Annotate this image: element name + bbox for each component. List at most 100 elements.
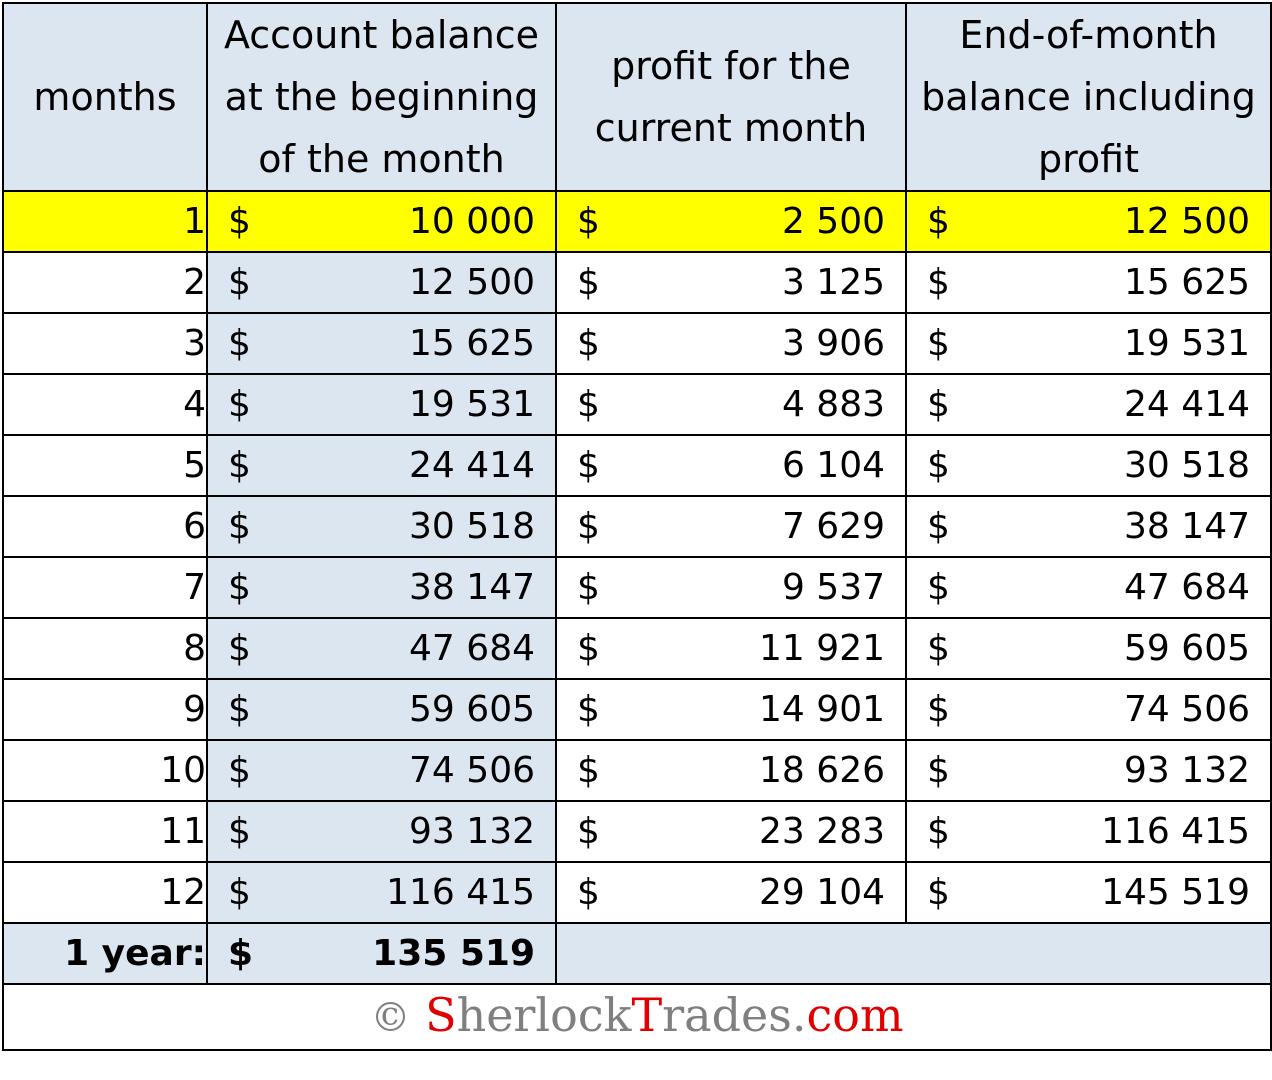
start-amount: 24 414	[409, 445, 535, 486]
table-row: 3 $15 625 $3 906 $19 531	[2, 312, 1272, 375]
start-balance-cell: $10 000	[206, 190, 557, 253]
currency-symbol: $	[577, 750, 600, 791]
start-amount: 10 000	[409, 201, 535, 242]
table-row: 1 $10 000 $2 500 $12 500	[2, 190, 1272, 253]
header-months: months	[2, 2, 208, 192]
end-balance-cell: $59 605	[905, 617, 1272, 680]
table-row: 2 $12 500 $3 125 $15 625	[2, 251, 1272, 314]
end-amount: 12 500	[1124, 201, 1250, 242]
site-credit: © SherlockTrades.com	[370, 988, 903, 1042]
compound-growth-table: months Account balance at the beginning …	[2, 2, 1272, 1051]
table-row: 5 $24 414 $6 104 $30 518	[2, 434, 1272, 497]
end-balance-cell: $30 518	[905, 434, 1272, 497]
start-amount: 30 518	[409, 506, 535, 547]
start-amount: 116 415	[386, 872, 535, 913]
currency-symbol: $	[927, 811, 950, 852]
start-balance-cell: $19 531	[206, 373, 557, 436]
profit-amount: 23 283	[759, 811, 885, 852]
currency-symbol: $	[228, 811, 251, 852]
copyright-symbol: ©	[370, 995, 411, 1041]
month-cell: 6	[2, 495, 208, 558]
profit-cell: $11 921	[555, 617, 907, 680]
profit-amount: 9 537	[781, 567, 885, 608]
end-amount: 59 605	[1124, 628, 1250, 669]
end-balance-cell: $145 519	[905, 861, 1272, 924]
currency-symbol: $	[927, 567, 950, 608]
currency-symbol: $	[577, 811, 600, 852]
profit-amount: 7 629	[781, 506, 885, 547]
header-balance-end: End-of-month balance including profit	[905, 2, 1272, 192]
currency-symbol: $	[927, 201, 950, 242]
currency-symbol: $	[577, 445, 600, 486]
start-balance-cell: $30 518	[206, 495, 557, 558]
total-row: 1 year: $ 135 519	[2, 922, 1272, 985]
month-cell: 2	[2, 251, 208, 314]
currency-symbol: $	[577, 689, 600, 730]
start-balance-cell: $59 605	[206, 678, 557, 741]
table-row: 6 $30 518 $7 629 $38 147	[2, 495, 1272, 558]
end-amount: 38 147	[1124, 506, 1250, 547]
profit-cell: $9 537	[555, 556, 907, 619]
profit-amount: 14 901	[759, 689, 885, 730]
start-amount: 12 500	[409, 262, 535, 303]
currency-symbol: $	[228, 262, 251, 303]
end-balance-cell: $15 625	[905, 251, 1272, 314]
profit-cell: $2 500	[555, 190, 907, 253]
end-amount: 74 506	[1124, 689, 1250, 730]
end-balance-cell: $24 414	[905, 373, 1272, 436]
brand-dot: .	[791, 988, 807, 1042]
profit-amount: 3 125	[781, 262, 885, 303]
profit-cell: $29 104	[555, 861, 907, 924]
end-balance-cell: $47 684	[905, 556, 1272, 619]
total-value: 135 519	[372, 933, 535, 974]
start-amount: 38 147	[409, 567, 535, 608]
table-row: 7 $38 147 $9 537 $47 684	[2, 556, 1272, 619]
profit-amount: 3 906	[781, 323, 885, 364]
currency-symbol: $	[228, 872, 251, 913]
currency-symbol: $	[228, 506, 251, 547]
end-amount: 145 519	[1101, 872, 1250, 913]
header-profit: profit for the current month	[555, 2, 907, 192]
currency-symbol: $	[577, 567, 600, 608]
profit-cell: $23 283	[555, 800, 907, 863]
table-body: 1 $10 000 $2 500 $12 500 2 $12 500 $3 125 $15 6…	[2, 190, 1272, 924]
currency-symbol: $	[577, 323, 600, 364]
start-balance-cell: $116 415	[206, 861, 557, 924]
start-balance-cell: $15 625	[206, 312, 557, 375]
start-amount: 19 531	[409, 384, 535, 425]
currency-symbol: $	[228, 445, 251, 486]
month-cell: 3	[2, 312, 208, 375]
currency-symbol: $	[927, 384, 950, 425]
profit-amount: 6 104	[781, 445, 885, 486]
end-amount: 47 684	[1124, 567, 1250, 608]
start-amount: 74 506	[409, 750, 535, 791]
month-cell: 1	[2, 190, 208, 253]
month-cell: 11	[2, 800, 208, 863]
header-balance-start: Account balance at the beginning of the …	[206, 2, 557, 192]
currency-symbol: $	[577, 628, 600, 669]
start-amount: 47 684	[409, 628, 535, 669]
brand-initial-t: T	[631, 988, 663, 1042]
currency-symbol: $	[927, 323, 950, 364]
currency-symbol: $	[228, 323, 251, 364]
start-balance-cell: $47 684	[206, 617, 557, 680]
currency-symbol: $	[927, 262, 950, 303]
profit-cell: $4 883	[555, 373, 907, 436]
start-balance-cell: $38 147	[206, 556, 557, 619]
end-amount: 15 625	[1124, 262, 1250, 303]
currency-symbol: $	[228, 567, 251, 608]
start-balance-cell: $24 414	[206, 434, 557, 497]
end-amount: 116 415	[1101, 811, 1250, 852]
credit-cell: © SherlockTrades.com	[2, 983, 1272, 1051]
brand-text-herlock: herlock	[456, 988, 632, 1042]
start-amount: 15 625	[409, 323, 535, 364]
brand-initial-s: S	[425, 988, 457, 1042]
currency-symbol: $	[927, 689, 950, 730]
currency-symbol: $	[228, 384, 251, 425]
table-row: 4 $19 531 $4 883 $24 414	[2, 373, 1272, 436]
month-cell: 4	[2, 373, 208, 436]
end-balance-cell: $38 147	[905, 495, 1272, 558]
profit-cell: $7 629	[555, 495, 907, 558]
profit-cell: $3 906	[555, 312, 907, 375]
currency-symbol: $	[927, 506, 950, 547]
